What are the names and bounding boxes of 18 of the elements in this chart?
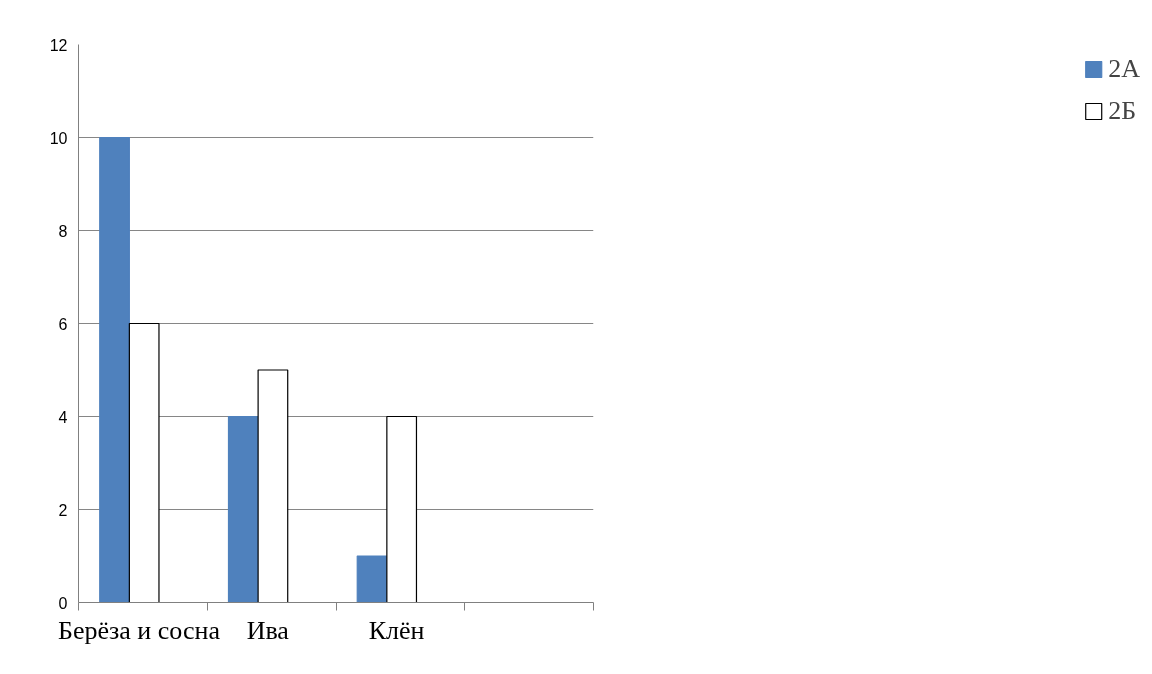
- bar: [257, 369, 289, 603]
- x-tick-label: Ива: [246, 615, 290, 645]
- y-tick-label: 0: [58, 594, 68, 612]
- y-tick-label: 2: [58, 501, 68, 519]
- bar: [386, 415, 418, 603]
- y-tick-label: 4: [58, 408, 68, 426]
- bar: [99, 136, 130, 603]
- bar: [128, 322, 160, 603]
- x-tick-label: Клён: [368, 615, 425, 645]
- legend-label: 2А: [1108, 54, 1140, 84]
- y-tick-label: 8: [58, 222, 68, 240]
- y-tick-label: 12: [49, 36, 68, 54]
- bar: [356, 555, 388, 603]
- legend-label: 2Б: [1108, 96, 1137, 126]
- y-tick-label: 10: [49, 129, 68, 147]
- x-tick-label: Берёза и сосна: [58, 615, 221, 645]
- bar: [227, 415, 259, 603]
- y-tick-label: 6: [58, 315, 68, 333]
